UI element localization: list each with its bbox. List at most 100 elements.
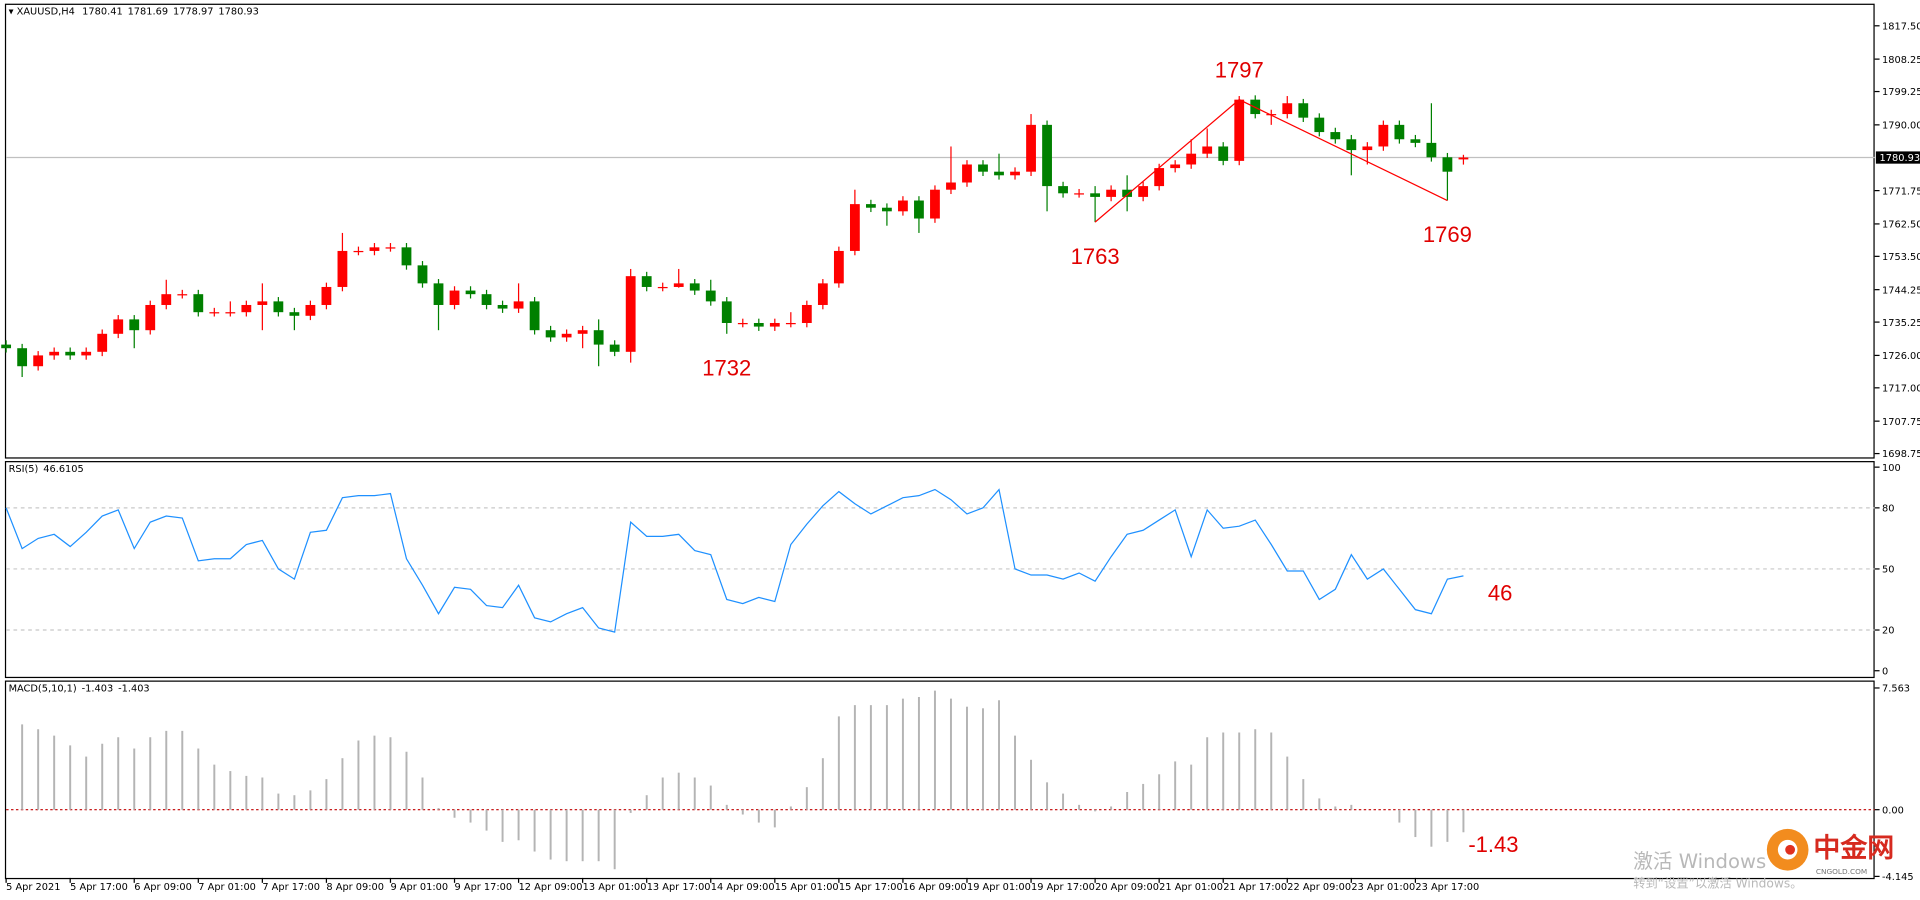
candle-body (994, 171, 1004, 176)
candle-body (1442, 157, 1453, 172)
candle-body (801, 304, 812, 323)
candle-body (609, 344, 620, 352)
y-tick-label: 1817.50 (1882, 21, 1920, 32)
candle-body (577, 330, 588, 334)
candle-body (978, 164, 988, 172)
macd-name: MACD(5,10,1) (9, 684, 77, 695)
x-tick-label: 5 Apr 2021 (6, 882, 60, 893)
candle-body (625, 276, 636, 352)
x-tick-label: 23 Apr 17:00 (1415, 882, 1479, 893)
x-tick-label: 20 Apr 09:00 (1095, 882, 1159, 893)
candle-body (785, 322, 796, 325)
logo-name: 中金网 (1813, 832, 1894, 864)
candle-body (33, 355, 44, 367)
last-close: 1780.93 (218, 7, 259, 18)
candle-body (1, 344, 12, 349)
x-tick-label: 7 Apr 01:00 (198, 882, 256, 893)
candle-body (145, 304, 156, 331)
y-tick-label: 1744.25 (1882, 285, 1920, 296)
x-tick-label: 15 Apr 01:00 (775, 882, 839, 893)
candle-body (1394, 124, 1405, 140)
zigzag-line (1094, 98, 1448, 223)
y-tick-label: 100 (1882, 463, 1901, 474)
plot-layer: 1817.50 1808.25 1799.25 1790.00 1771.75 1762.… (1, 21, 1920, 893)
candle-body (81, 351, 92, 356)
candle-body (497, 304, 508, 309)
header-arrow: ▾ (9, 7, 17, 18)
logo-mark-dot (1785, 844, 1796, 855)
y-tick-label: 20 (1882, 626, 1894, 637)
candle-body (673, 283, 684, 287)
x-tick-label: 19 Apr 17:00 (1031, 882, 1095, 893)
candle-body (1138, 186, 1149, 197)
x-tick-label: 13 Apr 17:00 (647, 882, 711, 893)
macd-pane (4, 680, 1875, 880)
y-tick-label: -4.145 (1882, 872, 1914, 883)
logo-site: CNGOLD.COM (1816, 867, 1867, 876)
candle-body (1122, 189, 1133, 197)
candle-body (1218, 146, 1229, 161)
candle-body (946, 182, 956, 190)
y-tick-label: 1799.25 (1882, 87, 1920, 98)
x-tick-label: 8 Apr 09:00 (326, 882, 384, 893)
candle-body (1346, 139, 1357, 151)
rsi-name: RSI(5) (9, 464, 39, 475)
y-tick-label: 7.563 (1882, 684, 1910, 695)
candle-body (97, 333, 108, 352)
candle-body (1234, 99, 1245, 161)
y-tick-label: 50 (1882, 565, 1894, 576)
candle-body (113, 319, 124, 334)
x-tick-label: 21 Apr 17:00 (1223, 882, 1287, 893)
zigzag-label: 1769 (1423, 222, 1472, 247)
candle-body (545, 330, 556, 338)
x-tick-label: 13 Apr 01:00 (583, 882, 647, 893)
macd-annotation: -1.43 (1468, 832, 1518, 857)
candle-body (962, 164, 972, 183)
rsi-last: 46.6105 (43, 464, 84, 475)
y-tick-label: 1762.50 (1882, 220, 1920, 231)
x-tick-label: 9 Apr 01:00 (390, 882, 448, 893)
candle-body (209, 312, 220, 314)
y-tick-label: 1771.75 (1882, 186, 1920, 197)
zigzag-label: 1763 (1071, 244, 1120, 269)
candle-body (882, 207, 892, 212)
last-low: 1778.97 (173, 7, 214, 18)
x-tick-label: 12 Apr 09:00 (519, 882, 583, 893)
candle-body (1410, 139, 1421, 143)
x-tick-label: 5 Apr 17:00 (70, 882, 128, 893)
candle-body (1314, 117, 1325, 133)
candle-body (1202, 146, 1213, 154)
candle-body (225, 312, 236, 314)
candle-body (161, 294, 172, 305)
y-tick-label: 1717.00 (1882, 384, 1920, 395)
macd-signal: -1.403 (118, 684, 150, 695)
price-label: 1780.93 (1880, 153, 1920, 164)
x-tick-label: 6 Apr 09:00 (134, 882, 192, 893)
candle-body (305, 304, 316, 316)
x-tick-label: 21 Apr 01:00 (1159, 882, 1223, 893)
candle-body (401, 247, 412, 266)
candle-body (833, 250, 844, 284)
y-tick-label: 1753.50 (1882, 252, 1920, 263)
y-tick-label: 1735.25 (1882, 318, 1920, 329)
candle-body (1154, 168, 1165, 187)
candle-body (561, 333, 572, 338)
candle-body (129, 319, 140, 331)
candle-body (257, 301, 268, 305)
main-pane (4, 3, 1875, 459)
watermark-line1: 激活 Windows (1633, 850, 1766, 873)
y-tick-label: 0.00 (1882, 805, 1904, 816)
candle-body (289, 312, 300, 316)
last-open: 1780.41 (82, 7, 123, 18)
candle-body (65, 351, 76, 356)
candle-body (1090, 193, 1100, 197)
candle-body (657, 286, 668, 289)
candle-body (593, 330, 604, 345)
candle-body (1378, 124, 1389, 147)
candle-body (17, 348, 28, 367)
y-tick-label: 0 (1882, 666, 1888, 677)
candle-body (930, 189, 940, 219)
candle-body (465, 290, 476, 295)
symbol-header: ▾ XAUUSD,H4 1780.41 1781.69 1778.97 1780.93 (9, 7, 259, 18)
